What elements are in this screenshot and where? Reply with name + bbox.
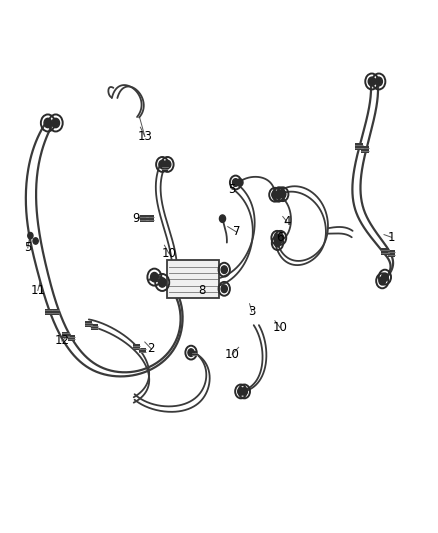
Circle shape <box>276 190 283 198</box>
Circle shape <box>33 238 38 244</box>
Circle shape <box>221 266 227 273</box>
Circle shape <box>277 234 284 241</box>
Circle shape <box>219 215 226 222</box>
Bar <box>162 166 168 171</box>
Circle shape <box>275 191 282 198</box>
Circle shape <box>272 191 278 198</box>
Text: 1: 1 <box>388 231 395 244</box>
Text: 4: 4 <box>283 215 290 228</box>
Bar <box>139 348 146 353</box>
Circle shape <box>237 179 243 186</box>
Bar <box>85 321 92 327</box>
Text: 10: 10 <box>225 348 240 361</box>
Bar <box>133 344 140 350</box>
Text: 5: 5 <box>24 241 32 254</box>
Circle shape <box>379 277 385 285</box>
Bar <box>140 215 148 222</box>
Bar <box>155 277 161 282</box>
Circle shape <box>279 190 286 198</box>
Text: 7: 7 <box>233 225 240 238</box>
Circle shape <box>159 278 166 287</box>
FancyBboxPatch shape <box>166 260 219 298</box>
Text: 3: 3 <box>248 305 255 318</box>
Circle shape <box>221 285 227 293</box>
Text: 10: 10 <box>273 321 288 334</box>
Circle shape <box>188 349 194 357</box>
Bar <box>91 324 98 330</box>
Circle shape <box>44 118 52 127</box>
Bar <box>388 250 396 256</box>
Text: 11: 11 <box>30 284 45 297</box>
Circle shape <box>151 272 158 282</box>
Circle shape <box>233 179 239 187</box>
Circle shape <box>368 77 375 86</box>
Circle shape <box>159 160 166 168</box>
Text: 8: 8 <box>198 284 205 297</box>
Bar <box>146 215 154 222</box>
Circle shape <box>375 77 382 86</box>
Bar <box>192 351 198 356</box>
Circle shape <box>28 232 33 239</box>
Text: 5: 5 <box>228 183 236 196</box>
Text: 10: 10 <box>161 247 176 260</box>
Circle shape <box>164 160 171 168</box>
Bar <box>381 248 389 255</box>
Circle shape <box>238 387 244 395</box>
Bar <box>355 143 363 150</box>
Bar <box>361 146 369 153</box>
Text: 9: 9 <box>132 212 140 225</box>
Bar <box>68 335 75 341</box>
Bar <box>52 309 59 314</box>
Circle shape <box>274 234 280 241</box>
Circle shape <box>381 273 388 281</box>
Bar <box>45 309 52 314</box>
Text: 12: 12 <box>54 334 69 348</box>
Text: 6: 6 <box>276 231 284 244</box>
Text: 2: 2 <box>148 342 155 356</box>
Circle shape <box>52 118 60 127</box>
Text: 13: 13 <box>138 130 152 143</box>
Circle shape <box>274 239 281 247</box>
Circle shape <box>241 387 247 395</box>
Bar <box>62 332 69 337</box>
